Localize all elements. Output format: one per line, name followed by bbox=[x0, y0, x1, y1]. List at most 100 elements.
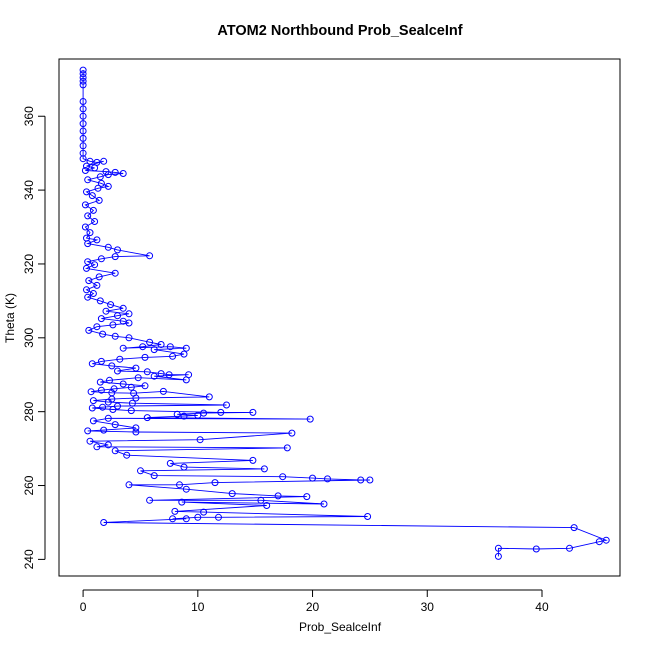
data-point bbox=[84, 293, 92, 301]
data-point bbox=[200, 508, 208, 516]
data-point bbox=[96, 378, 104, 386]
data-point bbox=[97, 386, 105, 394]
data-point bbox=[89, 417, 97, 425]
data-point bbox=[111, 447, 119, 455]
data-point bbox=[283, 444, 291, 452]
data-point bbox=[100, 426, 108, 434]
data-point bbox=[79, 155, 87, 163]
data-point bbox=[249, 408, 257, 416]
data-point bbox=[194, 411, 202, 419]
data-point bbox=[263, 502, 271, 509]
data-point bbox=[81, 201, 89, 209]
data-point bbox=[79, 142, 87, 150]
data-point bbox=[93, 281, 101, 289]
data-point bbox=[125, 334, 133, 342]
data-point bbox=[146, 252, 154, 260]
data-point bbox=[309, 474, 316, 482]
data-point bbox=[159, 387, 167, 395]
data-point bbox=[79, 70, 87, 78]
data-point bbox=[217, 408, 225, 416]
data-point bbox=[93, 323, 101, 331]
data-point bbox=[94, 184, 102, 192]
data-point bbox=[109, 406, 117, 413]
data-point bbox=[110, 385, 118, 393]
data-point bbox=[119, 380, 127, 388]
data-point bbox=[165, 371, 173, 379]
data-point bbox=[87, 388, 95, 396]
data-point bbox=[88, 192, 96, 200]
x-tick-label: 10 bbox=[191, 600, 205, 614]
data-point bbox=[366, 476, 374, 484]
data-point bbox=[211, 479, 219, 487]
data-point bbox=[132, 428, 140, 436]
data-point bbox=[96, 297, 104, 305]
data-point bbox=[84, 212, 92, 220]
y-axis-label: Theta (K) bbox=[3, 293, 17, 343]
data-point bbox=[570, 524, 578, 532]
data-point bbox=[83, 286, 90, 294]
data-point bbox=[99, 403, 107, 411]
data-point bbox=[166, 459, 174, 467]
data-point bbox=[108, 362, 116, 370]
data-point bbox=[114, 246, 121, 254]
y-tick-label: 340 bbox=[22, 180, 36, 200]
data-point bbox=[137, 467, 144, 475]
data-point bbox=[494, 544, 502, 552]
data-point bbox=[125, 481, 133, 489]
data-point bbox=[257, 496, 265, 504]
data-point bbox=[102, 307, 110, 315]
data-point bbox=[364, 513, 372, 520]
data-point bbox=[104, 171, 112, 179]
data-point bbox=[83, 264, 90, 272]
data-point bbox=[494, 552, 502, 560]
data-point bbox=[93, 443, 101, 451]
data-point bbox=[125, 310, 133, 318]
data-point bbox=[274, 492, 282, 500]
data-point bbox=[104, 243, 112, 251]
data-point bbox=[84, 240, 92, 248]
data-point bbox=[182, 515, 190, 523]
data-point bbox=[114, 367, 121, 375]
data-point bbox=[150, 372, 158, 380]
data-point bbox=[79, 127, 87, 135]
data-point bbox=[223, 401, 230, 409]
data-point bbox=[249, 456, 257, 464]
data-point bbox=[128, 399, 136, 407]
y-tick-label: 300 bbox=[22, 327, 36, 347]
x-tick-label: 20 bbox=[306, 600, 320, 614]
data-point bbox=[139, 343, 147, 351]
data-point bbox=[320, 500, 328, 508]
data-point bbox=[215, 513, 222, 521]
series-line bbox=[82, 70, 608, 557]
y-axis: 240 260 280 300 320 340 360 bbox=[22, 106, 46, 569]
x-axis-label: Prob_SealceInf bbox=[299, 620, 382, 634]
data-point bbox=[89, 206, 97, 214]
plot-frame bbox=[58, 58, 621, 577]
data-point bbox=[566, 544, 573, 552]
data-point bbox=[180, 463, 188, 471]
data-point bbox=[532, 545, 540, 553]
y-tick-label: 280 bbox=[22, 401, 36, 421]
data-point bbox=[106, 376, 113, 384]
data-point bbox=[114, 312, 121, 320]
data-point bbox=[143, 368, 151, 376]
data-point bbox=[79, 66, 87, 74]
data-point bbox=[357, 476, 365, 484]
data-point bbox=[97, 357, 105, 365]
data-point bbox=[180, 412, 188, 420]
data-point bbox=[324, 475, 331, 483]
data-point bbox=[123, 451, 131, 459]
data-point bbox=[178, 498, 186, 506]
data-point bbox=[88, 360, 96, 368]
data-point bbox=[79, 98, 87, 105]
data-point bbox=[303, 493, 311, 501]
data-point bbox=[83, 188, 90, 196]
data-point bbox=[114, 402, 121, 410]
data-point bbox=[96, 173, 104, 181]
data-point bbox=[104, 414, 112, 422]
data-point bbox=[79, 112, 87, 120]
data-point bbox=[116, 355, 124, 363]
data-point bbox=[194, 513, 202, 521]
data-point bbox=[260, 465, 268, 473]
data-point bbox=[111, 332, 119, 340]
